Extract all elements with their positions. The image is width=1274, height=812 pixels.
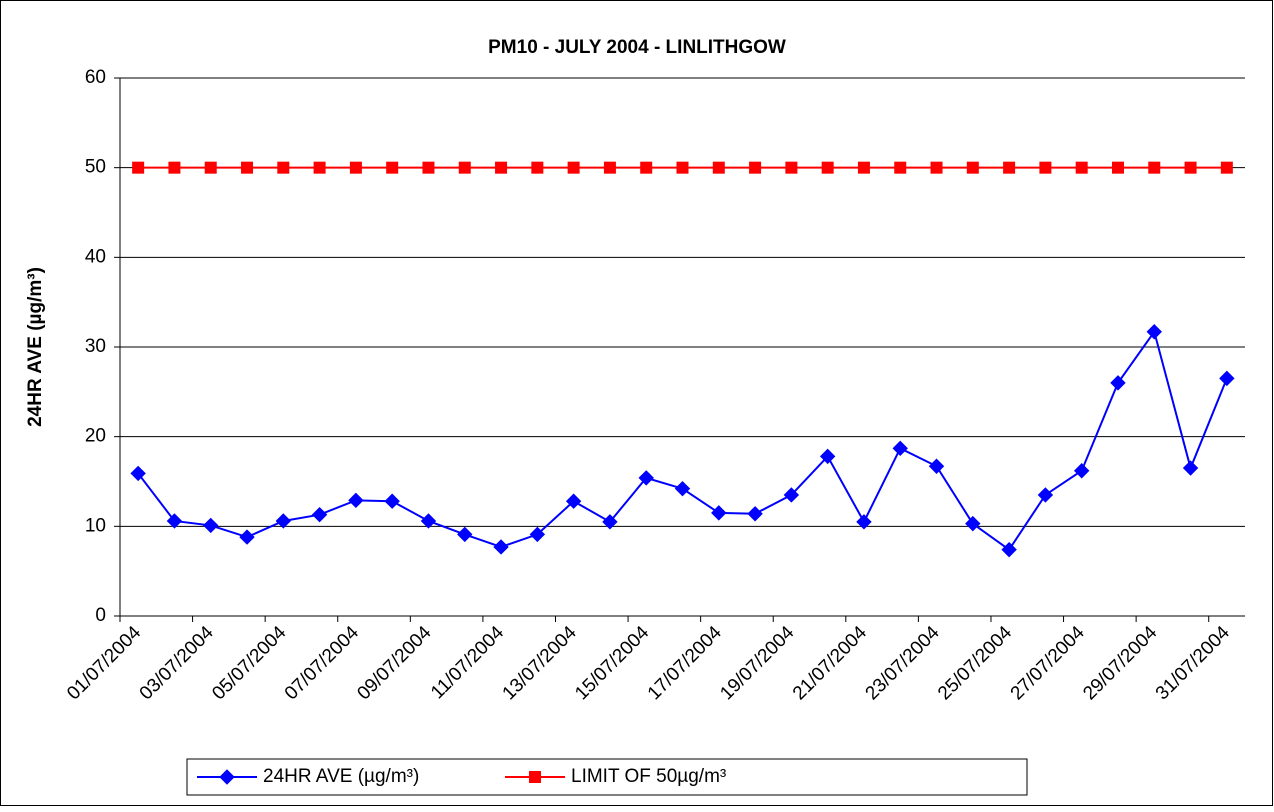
data-point bbox=[819, 448, 836, 465]
data-point bbox=[1182, 460, 1199, 476]
data-point bbox=[640, 161, 653, 174]
data-point bbox=[712, 161, 725, 174]
y-tick-label: 60 bbox=[85, 67, 106, 88]
data-point bbox=[783, 487, 800, 503]
data-point bbox=[422, 161, 435, 174]
data-point bbox=[531, 161, 544, 174]
data-point bbox=[1146, 324, 1162, 340]
data-point bbox=[821, 161, 834, 174]
data-point bbox=[457, 526, 473, 543]
data-point bbox=[529, 526, 546, 543]
data-point bbox=[275, 513, 292, 529]
data-point bbox=[676, 161, 689, 174]
data-point bbox=[1184, 161, 1197, 174]
legend bbox=[186, 758, 1028, 796]
y-tick-label: 40 bbox=[85, 246, 106, 267]
data-point bbox=[602, 514, 618, 530]
data-point bbox=[1148, 161, 1161, 174]
data-point bbox=[495, 161, 508, 174]
data-point bbox=[239, 529, 255, 545]
data-point bbox=[1219, 370, 1235, 387]
chart-title: PM10 - JULY 2004 - LINLITHGOW bbox=[488, 37, 786, 58]
y-tick-label: 30 bbox=[85, 336, 106, 357]
y-tick-label: 50 bbox=[85, 157, 106, 178]
data-point bbox=[1220, 161, 1233, 174]
data-point bbox=[603, 161, 616, 174]
data-point bbox=[1075, 161, 1088, 174]
data-point bbox=[747, 506, 763, 522]
data-point bbox=[1039, 161, 1052, 174]
data-point bbox=[1003, 161, 1016, 174]
data-point bbox=[277, 161, 290, 174]
legend-label: LIMIT OF 50µg/m³ bbox=[571, 766, 726, 787]
data-point bbox=[785, 161, 798, 174]
data-point bbox=[204, 161, 217, 174]
y-tick-label: 0 bbox=[95, 605, 106, 626]
data-point bbox=[493, 539, 509, 555]
data-point bbox=[348, 492, 364, 509]
data-point bbox=[711, 505, 727, 521]
data-point bbox=[674, 480, 691, 497]
data-point bbox=[892, 440, 908, 457]
data-point bbox=[1001, 541, 1017, 558]
data-point bbox=[1073, 463, 1090, 479]
data-point bbox=[1037, 487, 1054, 503]
data-point bbox=[1110, 375, 1126, 391]
y-tick-label: 20 bbox=[85, 426, 106, 447]
data-point bbox=[894, 161, 907, 174]
data-point bbox=[203, 517, 219, 534]
data-point bbox=[965, 515, 981, 532]
data-point bbox=[166, 513, 183, 529]
data-point bbox=[749, 161, 762, 174]
data-point bbox=[638, 470, 654, 486]
data-point bbox=[420, 513, 437, 529]
data-point bbox=[313, 161, 326, 174]
data-point bbox=[1111, 161, 1124, 174]
data-point bbox=[132, 161, 145, 174]
data-point bbox=[458, 161, 471, 174]
legend-marker bbox=[529, 771, 541, 783]
data-point bbox=[928, 458, 945, 474]
legend-label: 24HR AVE (µg/m³) bbox=[263, 766, 419, 787]
data-point bbox=[565, 493, 582, 509]
legend-marker bbox=[219, 769, 235, 785]
data-point bbox=[349, 161, 362, 174]
data-point bbox=[567, 161, 580, 174]
data-point bbox=[857, 161, 870, 174]
data-point bbox=[386, 161, 399, 174]
data-point bbox=[168, 161, 181, 174]
data-point bbox=[384, 493, 400, 509]
y-axis-label: 24HR AVE (µg/m³) bbox=[25, 267, 46, 427]
data-point bbox=[966, 161, 979, 174]
y-tick-label: 10 bbox=[85, 515, 106, 536]
data-point bbox=[856, 514, 872, 530]
data-point bbox=[241, 161, 254, 174]
data-point bbox=[930, 161, 943, 174]
data-point bbox=[311, 506, 328, 523]
data-point bbox=[130, 465, 146, 482]
